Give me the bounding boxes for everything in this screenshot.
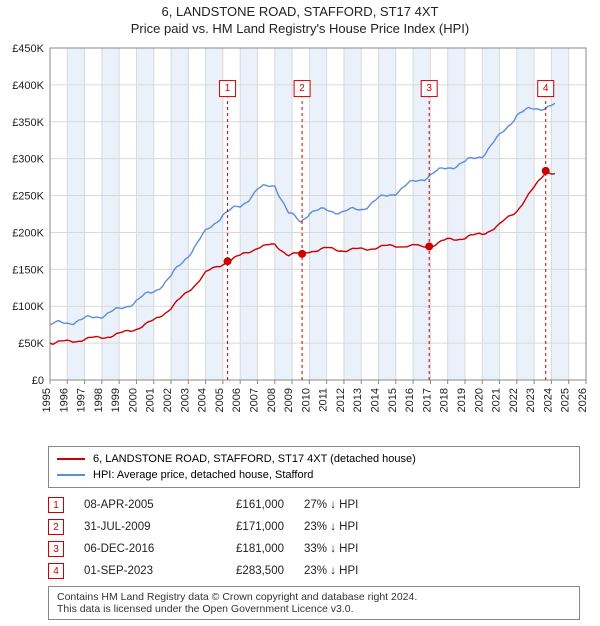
svg-text:1999: 1999 [110,388,122,412]
svg-text:1997: 1997 [76,388,88,412]
svg-text:2016: 2016 [404,388,416,412]
legend-item: 6, LANDSTONE ROAD, STAFFORD, ST17 4XT (d… [57,451,571,467]
svg-text:2011: 2011 [318,388,330,412]
svg-text:2024: 2024 [542,388,554,412]
svg-text:1: 1 [225,83,231,94]
sale-event-date: 06-DEC-2016 [84,543,194,555]
svg-text:2001: 2001 [145,388,157,412]
line-chart: £0 £50K £100K £150K £200K £250K £300K £350K £400… [0,40,600,440]
sale-event-price: £283,500 [214,565,284,577]
svg-text:2005: 2005 [214,388,226,412]
footer-line: Contains HM Land Registry data © Crown c… [57,591,571,603]
sale-event-date: 08-APR-2005 [84,499,194,511]
svg-text:2010: 2010 [300,388,312,412]
svg-text:2025: 2025 [560,388,572,412]
svg-text:2004: 2004 [197,388,209,412]
svg-text:4: 4 [543,83,549,94]
sale-event-row: 2 31-JUL-2009 £171,000 23% ↓ HPI [48,516,580,538]
sale-event-price: £181,000 [214,543,284,555]
sale-event-row: 3 06-DEC-2016 £181,000 33% ↓ HPI [48,538,580,560]
chart-area: £0 £50K £100K £150K £200K £250K £300K £350K £400… [0,40,600,440]
sale-events: 1 08-APR-2005 £161,000 27% ↓ HPI 2 31-JU… [48,494,580,582]
legend-item: HPI: Average price, detached house, Staf… [57,467,571,483]
svg-text:£100K: £100K [12,301,44,313]
sale-event-price: £161,000 [214,499,284,511]
svg-text:2009: 2009 [283,388,295,412]
svg-text:£450K: £450K [12,43,44,55]
chart-titles: 6, LANDSTONE ROAD, STAFFORD, ST17 4XT Pr… [0,0,600,36]
svg-text:£200K: £200K [12,227,44,239]
svg-text:2026: 2026 [577,388,589,412]
svg-text:2018: 2018 [439,388,451,412]
legend-swatch [57,458,85,460]
svg-text:2015: 2015 [387,388,399,412]
svg-text:2006: 2006 [231,388,243,412]
svg-text:£0: £0 [32,375,44,387]
svg-text:1996: 1996 [58,388,70,412]
svg-text:£250K: £250K [12,191,44,203]
svg-text:2014: 2014 [370,388,382,412]
svg-text:£150K: £150K [12,264,44,276]
legend: 6, LANDSTONE ROAD, STAFFORD, ST17 4XT (d… [48,446,580,488]
legend-swatch [57,474,85,476]
svg-text:2008: 2008 [266,388,278,412]
sale-marker-icon: 4 [48,563,64,579]
svg-text:2020: 2020 [473,388,485,412]
svg-text:2000: 2000 [127,388,139,412]
svg-text:2: 2 [299,83,305,94]
svg-text:2003: 2003 [179,388,191,412]
sale-event-row: 1 08-APR-2005 £161,000 27% ↓ HPI [48,494,580,516]
svg-text:2022: 2022 [508,388,520,412]
sale-event-row: 4 01-SEP-2023 £283,500 23% ↓ HPI [48,560,580,582]
svg-text:2013: 2013 [352,388,364,412]
sale-marker-icon: 3 [48,541,64,557]
sale-event-diff: 33% ↓ HPI [304,543,414,555]
svg-text:2002: 2002 [162,388,174,412]
footer-line: This data is licensed under the Open Gov… [57,603,571,615]
svg-text:2017: 2017 [421,388,433,412]
svg-text:1998: 1998 [93,388,105,412]
svg-text:£400K: £400K [12,80,44,92]
sale-event-price: £171,000 [214,521,284,533]
svg-text:£300K: £300K [12,154,44,166]
sale-event-date: 31-JUL-2009 [84,521,194,533]
svg-text:2023: 2023 [525,388,537,412]
chart-title-address: 6, LANDSTONE ROAD, STAFFORD, ST17 4XT [0,4,600,19]
sale-event-diff: 23% ↓ HPI [304,521,414,533]
svg-text:2019: 2019 [456,388,468,412]
sale-marker-icon: 1 [48,497,64,513]
svg-text:2012: 2012 [335,388,347,412]
svg-text:2021: 2021 [491,388,503,412]
sale-event-diff: 27% ↓ HPI [304,499,414,511]
sale-event-diff: 23% ↓ HPI [304,565,414,577]
chart-title-subtitle: Price paid vs. HM Land Registry's House … [0,21,600,36]
sale-event-date: 01-SEP-2023 [84,565,194,577]
svg-text:3: 3 [426,83,432,94]
svg-text:£50K: £50K [18,338,44,350]
legend-label: 6, LANDSTONE ROAD, STAFFORD, ST17 4XT (d… [93,453,416,465]
svg-text:£350K: £350K [12,117,44,129]
svg-text:2007: 2007 [248,388,260,412]
footer-attribution: Contains HM Land Registry data © Crown c… [48,586,580,620]
legend-label: HPI: Average price, detached house, Staf… [93,469,313,481]
svg-text:1995: 1995 [41,388,53,412]
sale-marker-icon: 2 [48,519,64,535]
